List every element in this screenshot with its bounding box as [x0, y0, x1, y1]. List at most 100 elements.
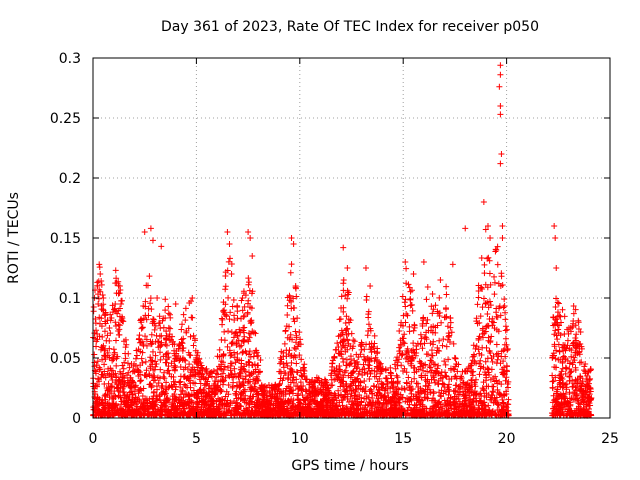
data-point: [407, 406, 414, 413]
data-point: [339, 355, 346, 362]
data-point: [352, 376, 359, 383]
data-point: [345, 330, 352, 337]
data-point: [469, 353, 476, 360]
data-point: [558, 395, 565, 402]
data-point: [104, 352, 111, 359]
data-point: [122, 350, 129, 357]
data-point: [388, 399, 395, 406]
data-point: [104, 332, 111, 339]
data-point: [244, 408, 251, 415]
data-point: [332, 375, 339, 382]
data-point: [113, 290, 120, 297]
data-point: [495, 390, 502, 397]
data-point: [184, 374, 191, 381]
data-point: [406, 328, 413, 335]
data-point: [428, 412, 435, 419]
data-point: [480, 364, 487, 371]
data-point: [181, 381, 188, 388]
data-point: [482, 358, 489, 365]
data-point: [246, 279, 253, 286]
data-point: [234, 383, 241, 390]
data-point: [238, 366, 245, 373]
data-point: [321, 409, 328, 416]
data-point: [194, 364, 201, 371]
data-point: [292, 406, 299, 413]
data-point: [290, 387, 297, 394]
data-point: [311, 411, 318, 418]
data-point: [451, 366, 458, 373]
data-point: [256, 369, 263, 376]
data-point: [428, 352, 435, 359]
data-point: [374, 345, 381, 352]
data-point: [169, 404, 176, 411]
data-point: [164, 356, 171, 363]
data-point: [448, 329, 455, 336]
data-point: [360, 353, 367, 360]
data-point: [222, 374, 229, 381]
data-point: [190, 332, 197, 339]
data-point: [283, 407, 290, 414]
data-point: [140, 315, 147, 322]
data-point: [241, 312, 248, 319]
data-point: [449, 261, 456, 268]
data-point: [331, 395, 338, 402]
data-point: [565, 406, 572, 413]
data-point: [240, 288, 247, 295]
data-point: [306, 381, 313, 388]
data-point: [427, 405, 434, 412]
data-point: [110, 346, 117, 353]
data-point: [322, 402, 329, 409]
data-point: [144, 399, 151, 406]
data-point: [493, 377, 500, 384]
data-point: [345, 316, 352, 323]
data-point: [143, 316, 150, 323]
data-point: [550, 405, 557, 412]
data-point: [412, 402, 419, 409]
data-point: [427, 411, 434, 418]
data-point: [203, 380, 210, 387]
data-point: [234, 315, 241, 322]
data-point: [189, 399, 196, 406]
data-point: [415, 383, 422, 390]
data-point: [354, 364, 361, 371]
data-point: [136, 335, 142, 342]
data-point: [335, 350, 342, 357]
data-point: [142, 358, 149, 365]
data-point: [394, 379, 401, 386]
data-point: [186, 396, 193, 403]
data-point: [152, 358, 159, 365]
data-point: [164, 411, 171, 418]
data-point: [282, 327, 289, 334]
data-point: [426, 362, 433, 369]
data-point: [122, 403, 129, 410]
data-point: [479, 344, 486, 351]
x-tick-label: 25: [601, 431, 619, 447]
data-point: [549, 378, 556, 385]
data-point: [497, 312, 504, 319]
data-point: [350, 401, 357, 408]
data-point: [439, 342, 446, 349]
data-point: [502, 353, 509, 360]
data-point: [371, 401, 378, 408]
data-point: [497, 62, 504, 69]
data-point: [569, 340, 576, 347]
data-point: [136, 339, 143, 346]
data-point: [442, 369, 449, 376]
data-point: [587, 411, 594, 418]
x-tick-label: 0: [89, 431, 98, 447]
data-point: [462, 398, 469, 405]
data-point: [477, 313, 484, 320]
data-point: [117, 368, 124, 375]
data-point: [292, 328, 299, 335]
data-point: [331, 367, 338, 374]
data-point: [165, 350, 172, 357]
data-point: [147, 225, 154, 232]
data-point: [462, 367, 469, 374]
data-point: [373, 373, 380, 380]
data-point: [422, 376, 429, 383]
data-point: [383, 374, 390, 381]
data-point: [275, 400, 282, 407]
data-point: [201, 401, 208, 408]
data-point: [94, 336, 101, 343]
